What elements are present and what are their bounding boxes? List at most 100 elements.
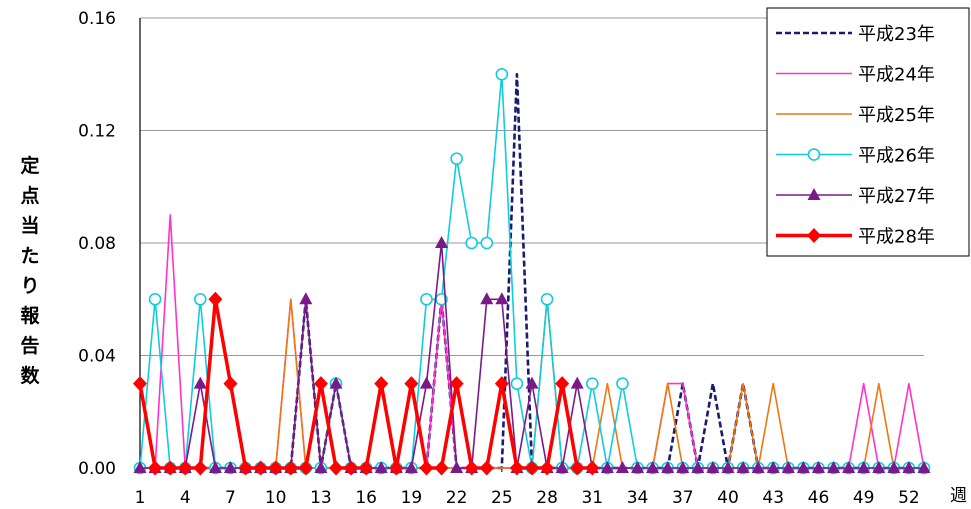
data-point xyxy=(646,461,660,473)
x-tick-label: 43 xyxy=(762,488,784,508)
data-point xyxy=(344,460,359,476)
data-point xyxy=(449,376,464,392)
data-point xyxy=(555,461,569,473)
y-tick-labels: 0.00 0.04 0.08 0.12 0.16 xyxy=(78,9,116,479)
data-point xyxy=(359,460,374,476)
legend-label: 平成26年 xyxy=(858,146,935,167)
data-point xyxy=(329,460,343,476)
data-point xyxy=(721,461,735,473)
x-tick-label: 10 xyxy=(265,488,287,508)
y-tick-label: 0.16 xyxy=(78,9,116,29)
data-point xyxy=(223,461,237,473)
x-tick-labels: 1 4 7 10 13 16 19 22 25 28 31 34 37 40 43 46 49 52 xyxy=(135,488,920,508)
data-point xyxy=(283,460,298,476)
x-tick-label: 49 xyxy=(853,488,875,508)
data-point xyxy=(540,460,555,476)
series-6 xyxy=(133,291,600,476)
legend-label: 平成25年 xyxy=(858,105,935,126)
x-tick-label: 28 xyxy=(536,488,558,508)
data-point xyxy=(313,376,328,392)
x-tick-label: 37 xyxy=(672,488,694,508)
x-tick-label: 52 xyxy=(898,488,920,508)
data-point xyxy=(494,376,509,392)
series-layer xyxy=(133,67,931,476)
y-tick-label: 0.00 xyxy=(78,459,116,479)
x-tick-label: 7 xyxy=(225,488,236,508)
x-tick-label: 25 xyxy=(491,488,513,508)
data-point xyxy=(887,461,901,473)
x-axis-label: 週 xyxy=(950,486,967,506)
data-point xyxy=(751,461,765,473)
y-axis-label-char: た xyxy=(20,245,39,267)
data-point xyxy=(194,292,207,306)
y-tick-label: 0.04 xyxy=(78,347,116,367)
data-point xyxy=(796,461,810,473)
x-tick-label: 13 xyxy=(310,488,332,508)
x-tick-label: 46 xyxy=(808,488,830,508)
data-point xyxy=(223,376,238,392)
x-tick-label: 1 xyxy=(135,488,146,508)
x-tick-label: 19 xyxy=(401,488,423,508)
data-point xyxy=(420,292,433,306)
y-axis-label-char: 告 xyxy=(20,334,39,357)
data-point xyxy=(525,376,539,389)
data-point xyxy=(872,461,886,473)
data-point xyxy=(480,292,494,305)
data-point xyxy=(676,461,690,473)
data-point xyxy=(570,376,584,389)
data-point xyxy=(238,460,253,476)
data-point xyxy=(133,376,147,392)
data-point xyxy=(163,460,178,476)
data-point xyxy=(479,460,494,476)
legend-marker xyxy=(807,188,821,200)
data-point xyxy=(555,376,570,392)
legend-item: 平成24年 xyxy=(776,65,935,86)
data-point xyxy=(495,67,509,81)
data-point xyxy=(148,292,162,306)
data-point xyxy=(540,292,554,306)
y-axis-label-char: 点 xyxy=(20,185,39,207)
data-point xyxy=(600,461,614,473)
data-point xyxy=(615,461,629,473)
legend-item: 平成28年 xyxy=(776,227,935,248)
data-point xyxy=(691,461,705,473)
data-point xyxy=(616,377,629,390)
y-axis-label: 定点当たり報告数 xyxy=(20,154,40,387)
data-point xyxy=(902,461,916,473)
x-tick-label: 16 xyxy=(355,488,377,508)
legend-label: 平成24年 xyxy=(858,65,935,86)
data-point xyxy=(450,152,463,165)
data-point xyxy=(570,460,585,476)
data-point xyxy=(585,460,600,476)
data-point xyxy=(827,461,841,473)
legend-label: 平成28年 xyxy=(858,227,935,248)
data-point xyxy=(389,460,404,476)
y-tick-label: 0.08 xyxy=(78,234,116,254)
legend-item: 平成27年 xyxy=(776,186,935,207)
series-line xyxy=(138,297,593,470)
data-point xyxy=(404,376,419,392)
data-point xyxy=(509,460,524,476)
data-point xyxy=(586,377,599,390)
data-point xyxy=(314,461,328,473)
data-point xyxy=(464,460,479,476)
data-point xyxy=(208,461,222,473)
data-point xyxy=(465,236,478,250)
y-axis-label-char: 数 xyxy=(20,364,40,387)
legend-marker xyxy=(807,148,821,161)
y-axis-label-char: 報 xyxy=(20,304,40,327)
series-5 xyxy=(133,236,931,473)
data-point xyxy=(510,377,524,390)
data-point xyxy=(495,292,509,305)
data-point xyxy=(419,460,434,476)
data-point xyxy=(811,461,825,473)
data-point xyxy=(404,461,418,473)
legend-label: 平成27年 xyxy=(858,186,935,207)
legend-marker xyxy=(807,228,821,243)
data-point xyxy=(781,461,795,473)
data-point xyxy=(661,461,675,473)
x-tick-label: 22 xyxy=(446,488,468,508)
legend-item: 平成23年 xyxy=(776,24,935,45)
data-point xyxy=(766,461,780,473)
